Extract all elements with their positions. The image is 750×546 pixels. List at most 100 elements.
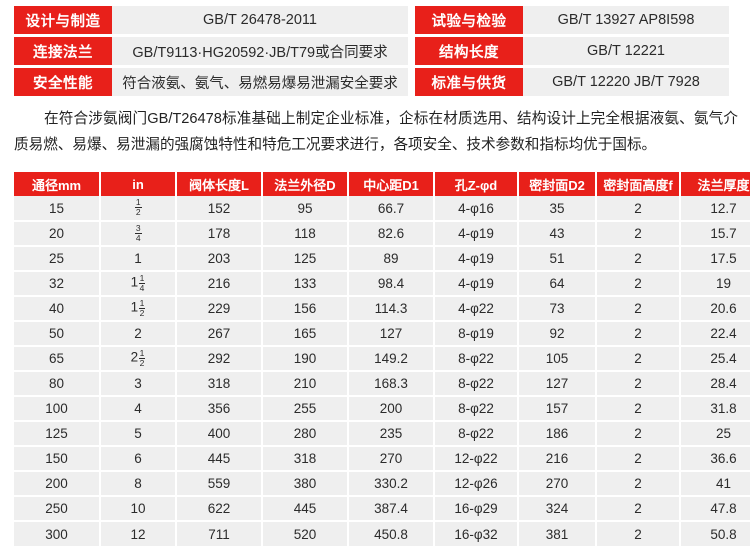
cell-bolt-holes: 4-φ22 (434, 296, 519, 322)
standards-row: 连接法兰 GB/T9113·HG20592·JB/T79或合同要求 结构长度 G… (14, 37, 736, 65)
cell-flange-thickness: 25 (680, 421, 750, 447)
column-header-seal-face-d2: 密封面D2 (518, 172, 597, 196)
cell-seal-face-d2: 127 (518, 371, 597, 397)
cell-center-distance: 98.4 (348, 271, 435, 297)
cell-flange-od: 118 (262, 221, 349, 247)
column-header-flange-thickness: 法兰厚度 (680, 172, 750, 196)
cell-center-distance: 82.6 (348, 221, 435, 247)
cell-body-length: 400 (176, 421, 263, 447)
table-row: 200 8 559 380 330.2 12-φ26 270 2 41 (14, 471, 750, 497)
intro-paragraph: 在符合涉氨阀门GB/T26478标准基础上制定企业标准，企标在材质选用、结构设计… (14, 111, 738, 153)
spec-value-structure-length: GB/T 12221 (523, 37, 729, 65)
cell-body-length: 267 (176, 321, 263, 347)
column-header-center-distance: 中心距D1 (348, 172, 435, 196)
cell-body-length: 152 (176, 196, 263, 222)
cell-body-length: 216 (176, 271, 263, 297)
spec-label-standard-supply: 标准与供货 (415, 68, 523, 96)
cell-flange-thickness: 12.7 (680, 196, 750, 222)
cell-flange-thickness: 19 (680, 271, 750, 297)
cell-seal-face-height: 2 (596, 446, 681, 472)
cell-flange-od: 190 (262, 346, 349, 372)
cell-bolt-holes: 8-φ19 (434, 321, 519, 347)
cell-dn: 32 (14, 271, 101, 297)
cell-body-length: 203 (176, 246, 263, 272)
cell-bolt-holes: 8-φ22 (434, 421, 519, 447)
cell-seal-face-height: 2 (596, 371, 681, 397)
cell-seal-face-height: 2 (596, 321, 681, 347)
cell-center-distance: 387.4 (348, 496, 435, 522)
standards-row: 设计与制造 GB/T 26478-2011 试验与检验 GB/T 13927 A… (14, 6, 736, 34)
cell-seal-face-d2: 216 (518, 446, 597, 472)
table-body: 15 1 2 152 95 66.7 4-φ16 35 2 12.7 20 3 4 178 118 82.6 4… (14, 196, 750, 546)
cell-flange-thickness: 15.7 (680, 221, 750, 247)
cell-seal-face-height: 2 (596, 346, 681, 372)
cell-center-distance: 168.3 (348, 371, 435, 397)
cell-inch: 12 (100, 521, 177, 546)
cell-inch: 4 (100, 396, 177, 422)
cell-dn: 80 (14, 371, 101, 397)
spec-value-safety-performance: 符合液氨、氨气、易燃易爆易泄漏安全要求 (112, 68, 408, 96)
spacer (408, 6, 415, 34)
cell-body-length: 178 (176, 221, 263, 247)
table-row: 32 1 1 4 216 133 98.4 4-φ19 64 2 19 (14, 271, 750, 297)
cell-seal-face-height: 2 (596, 496, 681, 522)
cell-center-distance: 127 (348, 321, 435, 347)
cell-seal-face-d2: 51 (518, 246, 597, 272)
cell-flange-od: 210 (262, 371, 349, 397)
cell-bolt-holes: 16-φ29 (434, 496, 519, 522)
spacer (408, 68, 415, 96)
table-row: 125 5 400 280 235 8-φ22 186 2 25 (14, 421, 750, 447)
cell-inch: 2 (100, 321, 177, 347)
cell-flange-thickness: 20.6 (680, 296, 750, 322)
cell-inch: 6 (100, 446, 177, 472)
column-header-inch: in (100, 172, 177, 196)
column-header-dn: 通径mm (14, 172, 101, 196)
cell-flange-thickness: 36.6 (680, 446, 750, 472)
cell-body-length: 292 (176, 346, 263, 372)
table-row: 80 3 318 210 168.3 8-φ22 127 2 28.4 (14, 371, 750, 397)
spacer (408, 37, 415, 65)
cell-inch: 3 (100, 371, 177, 397)
cell-body-length: 445 (176, 446, 263, 472)
cell-flange-thickness: 50.8 (680, 521, 750, 546)
cell-flange-od: 156 (262, 296, 349, 322)
table-row: 20 3 4 178 118 82.6 4-φ19 43 2 15.7 (14, 221, 750, 247)
dimensions-table: 通径mm in 阀体长度L 法兰外径D 中心距D1 孔Z-φd 密封面D2 密封… (14, 172, 750, 546)
spec-value-standard-supply: GB/T 12220 JB/T 7928 (523, 68, 729, 96)
standards-row: 安全性能 符合液氨、氨气、易燃易爆易泄漏安全要求 标准与供货 GB/T 1222… (14, 68, 736, 96)
table-row: 300 12 711 520 450.8 16-φ32 381 2 50.8 (14, 521, 750, 546)
spec-label-safety-performance: 安全性能 (14, 68, 112, 96)
cell-body-length: 229 (176, 296, 263, 322)
cell-inch: 10 (100, 496, 177, 522)
cell-bolt-holes: 8-φ22 (434, 371, 519, 397)
cell-bolt-holes: 4-φ19 (434, 246, 519, 272)
cell-center-distance: 66.7 (348, 196, 435, 222)
column-header-bolt-holes: 孔Z-φd (434, 172, 519, 196)
table-header-row: 通径mm in 阀体长度L 法兰外径D 中心距D1 孔Z-φd 密封面D2 密封… (14, 172, 750, 196)
cell-bolt-holes: 4-φ19 (434, 221, 519, 247)
cell-dn: 50 (14, 321, 101, 347)
cell-body-length: 711 (176, 521, 263, 546)
column-header-flange-od: 法兰外径D (262, 172, 349, 196)
cell-bolt-holes: 8-φ22 (434, 346, 519, 372)
cell-bolt-holes: 4-φ16 (434, 196, 519, 222)
cell-flange-thickness: 17.5 (680, 246, 750, 272)
cell-flange-thickness: 41 (680, 471, 750, 497)
cell-seal-face-height: 2 (596, 271, 681, 297)
spec-value-connecting-flange: GB/T9113·HG20592·JB/T79或合同要求 (112, 37, 408, 65)
cell-seal-face-height: 2 (596, 421, 681, 447)
cell-dn: 40 (14, 296, 101, 322)
spec-label-connecting-flange: 连接法兰 (14, 37, 112, 65)
cell-bolt-holes: 4-φ19 (434, 271, 519, 297)
column-header-seal-face-height: 密封面高度f (596, 172, 681, 196)
cell-seal-face-d2: 186 (518, 421, 597, 447)
cell-seal-face-height: 2 (596, 396, 681, 422)
cell-seal-face-height: 2 (596, 196, 681, 222)
table-row: 100 4 356 255 200 8-φ22 157 2 31.8 (14, 396, 750, 422)
table-row: 150 6 445 318 270 12-φ22 216 2 36.6 (14, 446, 750, 472)
cell-flange-thickness: 47.8 (680, 496, 750, 522)
cell-flange-od: 255 (262, 396, 349, 422)
cell-body-length: 622 (176, 496, 263, 522)
